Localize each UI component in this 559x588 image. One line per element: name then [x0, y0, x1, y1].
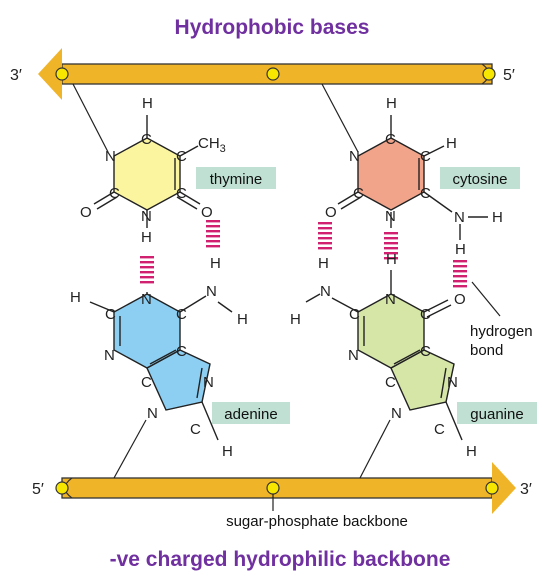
- phosphate-node: [482, 67, 496, 81]
- adenine-label-bg: [212, 402, 290, 424]
- atom-c: C: [385, 374, 396, 391]
- top-right-end-label: 5′: [503, 67, 515, 84]
- hydrogen-bond: [140, 256, 154, 284]
- atom-h: H: [141, 229, 152, 246]
- atom-c: C: [141, 131, 152, 148]
- adenine-molecule: [89, 292, 233, 441]
- atom-c: C: [420, 306, 431, 323]
- atom-c: C: [420, 148, 431, 165]
- atom-c: C: [420, 343, 431, 360]
- atom-n: N: [385, 208, 396, 225]
- atom-n: N: [320, 283, 331, 300]
- atom-h: H: [70, 289, 81, 306]
- atom-n: N: [141, 208, 152, 225]
- atom-c: C: [349, 306, 360, 323]
- atom-h: H: [455, 241, 466, 258]
- thymine-label-bg: [196, 167, 276, 189]
- atom-o: O: [454, 291, 466, 308]
- atom-h: H: [492, 209, 503, 226]
- backbone-label: sugar-phosphate backbone: [226, 513, 408, 530]
- thymine-sugar-link: [72, 83, 109, 153]
- cytosine-molecule: [337, 115, 488, 240]
- atom-n: N: [141, 291, 152, 308]
- atom-n: N: [349, 148, 360, 165]
- bottom-left-end-label: 5′: [32, 481, 44, 498]
- atom-c: C: [141, 374, 152, 391]
- atom-c: C: [420, 185, 431, 202]
- hydrogen-bond: [206, 220, 220, 248]
- atom-h: H: [210, 255, 221, 272]
- cytosine-label-bg: [440, 167, 520, 189]
- atom-c: C: [190, 421, 201, 438]
- atom-o: O: [325, 204, 337, 221]
- atom-n: N: [147, 405, 158, 422]
- bottom-heading: -ve charged hydrophilic backbone: [110, 548, 451, 571]
- atom-n: N: [104, 347, 115, 364]
- atom-h: H: [237, 311, 248, 328]
- atom-o: O: [80, 204, 92, 221]
- atom-c: C: [109, 185, 120, 202]
- atom-n: N: [385, 291, 396, 308]
- atom-c: C: [176, 185, 187, 202]
- top-left-end-label: 3′: [10, 67, 22, 84]
- hydrogen-bond: [318, 222, 332, 250]
- adenine-label: adenine: [224, 406, 277, 423]
- atom-n: N: [348, 347, 359, 364]
- atom-c: C: [176, 306, 187, 323]
- hbond-pointer: [471, 281, 501, 317]
- thymine-label: thymine: [210, 171, 263, 188]
- top-heading: Hydrophobic bases: [175, 16, 370, 39]
- bottom-backbone: [55, 462, 516, 514]
- atom-ch3: CH3: [198, 135, 226, 155]
- atom-h: H: [222, 443, 233, 460]
- atom-h: H: [290, 311, 301, 328]
- atom-n: N: [447, 374, 458, 391]
- atom-n: N: [206, 283, 217, 300]
- phosphate-node: [485, 481, 499, 495]
- top-left-arrowhead: [38, 48, 62, 100]
- phosphate-node: [266, 67, 280, 81]
- guanine-sugar-link: [359, 419, 391, 479]
- phosphate-node: [55, 481, 69, 495]
- adenine-sugar-link: [113, 419, 147, 479]
- guanine-label-bg: [457, 402, 537, 424]
- cytosine-label: cytosine: [452, 171, 507, 188]
- bottom-right-arrowhead: [492, 462, 516, 514]
- atom-n: N: [203, 374, 214, 391]
- cytosine-sugar-link: [321, 83, 359, 153]
- hydrogen-bond: [453, 260, 467, 288]
- atom-h: H: [466, 443, 477, 460]
- guanine-label: guanine: [470, 406, 523, 423]
- hbond-label-line1: hydrogen: [470, 323, 533, 340]
- bottom-right-end-label: 3′: [520, 481, 532, 498]
- hbond-label-line2: bond: [470, 342, 503, 359]
- atom-c: C: [105, 306, 116, 323]
- atom-n: N: [454, 209, 465, 226]
- atom-o: O: [201, 204, 213, 221]
- top-backbone: [38, 48, 496, 100]
- guanine-molecule: [305, 270, 463, 441]
- phosphate-node: [266, 481, 280, 495]
- atom-n: N: [105, 148, 116, 165]
- phosphate-node: [55, 67, 69, 81]
- atom-h: H: [386, 251, 397, 268]
- atom-h: H: [318, 255, 329, 272]
- atom-c: C: [176, 148, 187, 165]
- hydrogen-bonds: [140, 220, 467, 288]
- atom-c: C: [176, 343, 187, 360]
- atom-c: C: [385, 131, 396, 148]
- atom-n: N: [391, 405, 402, 422]
- thymine-molecule: [93, 115, 201, 228]
- atom-h: H: [386, 95, 397, 112]
- atom-c: C: [353, 185, 364, 202]
- atom-c: C: [434, 421, 445, 438]
- atom-h: H: [446, 135, 457, 152]
- hydrogen-bond: [384, 232, 398, 260]
- atom-h: H: [142, 95, 153, 112]
